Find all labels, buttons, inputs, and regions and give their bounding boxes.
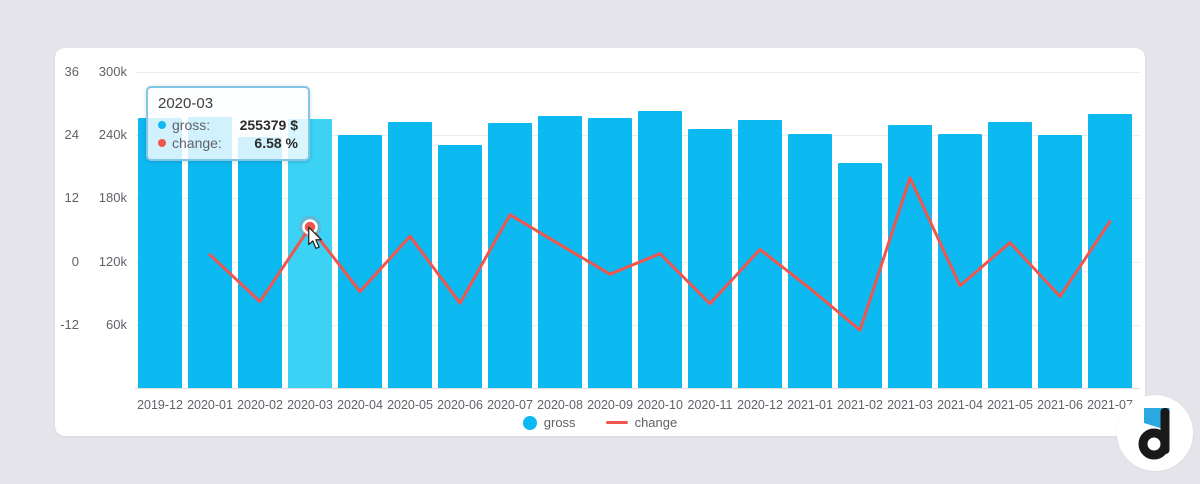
bar-2021-06[interactable] bbox=[1038, 134, 1082, 388]
x-tick-2021-05: 2021-05 bbox=[987, 398, 1033, 412]
tooltip-gross-label: gross: bbox=[172, 117, 211, 133]
bar-2020-12[interactable] bbox=[738, 119, 782, 388]
tooltip-row-gross: gross: 255379 $ bbox=[158, 117, 298, 133]
legend-item-change[interactable]: change bbox=[605, 415, 678, 430]
y-tick-change: 12 bbox=[64, 190, 79, 206]
tooltip-change-value: 6.58 % bbox=[254, 135, 298, 151]
bar-2020-03[interactable] bbox=[288, 119, 332, 388]
x-tick-2020-12: 2020-12 bbox=[737, 398, 783, 412]
chart-tooltip: 2020-03 gross: 255379 $ change: 6.58 % bbox=[146, 86, 310, 161]
x-tick-2021-03: 2021-03 bbox=[887, 398, 933, 412]
bar-2019-12[interactable] bbox=[138, 117, 182, 388]
bar-2020-11[interactable] bbox=[688, 128, 732, 388]
bar-2021-02[interactable] bbox=[838, 162, 882, 388]
x-tick-2020-02: 2020-02 bbox=[237, 398, 283, 412]
x-tick-2020-03: 2020-03 bbox=[287, 398, 333, 412]
gridline bbox=[135, 324, 1140, 326]
bar-2021-03[interactable] bbox=[888, 124, 932, 388]
x-tick-2021-07: 2021-07 bbox=[1087, 398, 1133, 412]
y-tick-gross: 120k bbox=[98, 253, 127, 269]
y-tick-gross: 300k bbox=[98, 64, 127, 79]
d-logo-icon bbox=[1138, 408, 1170, 460]
change-line-layer[interactable] bbox=[135, 72, 1140, 388]
gridline bbox=[135, 198, 1140, 200]
gridline bbox=[135, 135, 1140, 137]
x-axis-line bbox=[135, 388, 1140, 389]
bar-2020-01[interactable] bbox=[188, 116, 232, 388]
bar-2020-04[interactable] bbox=[338, 134, 382, 388]
chart-legend: gross change bbox=[55, 415, 1145, 430]
y-tick-change: 0 bbox=[71, 253, 79, 269]
bar-2020-10[interactable] bbox=[638, 110, 682, 388]
change-dot-icon bbox=[158, 139, 166, 147]
bar-2021-07[interactable] bbox=[1088, 113, 1132, 388]
change-line bbox=[208, 176, 1112, 332]
legend-label-gross: gross bbox=[543, 415, 576, 430]
x-tick-2020-05: 2020-05 bbox=[387, 398, 433, 412]
y-tick-gross: 60k bbox=[106, 316, 127, 332]
tooltip-change-label: change: bbox=[172, 135, 222, 151]
chart-card: 36 300k 24 240k 12 180k 0 120k -12 60k 2019-12 202… bbox=[55, 48, 1145, 436]
bar-2020-02[interactable] bbox=[238, 136, 282, 388]
tooltip-title: 2020-03 bbox=[158, 95, 214, 112]
x-tick-2020-08: 2020-08 bbox=[537, 398, 583, 412]
watermark-logo[interactable] bbox=[1117, 395, 1193, 471]
x-tick-2019-12: 2019-12 bbox=[137, 398, 183, 412]
x-tick-2021-02: 2021-02 bbox=[837, 398, 883, 412]
x-tick-2020-10: 2020-10 bbox=[637, 398, 683, 412]
bar-2021-04[interactable] bbox=[938, 133, 982, 388]
legend-item-gross[interactable]: gross bbox=[522, 415, 576, 430]
mouse-cursor-icon bbox=[308, 226, 322, 250]
bar-2020-06[interactable] bbox=[438, 144, 482, 388]
y-tick-gross: 240k bbox=[98, 127, 127, 143]
x-tick-2021-01: 2021-01 bbox=[787, 398, 833, 412]
x-tick-2020-09: 2020-09 bbox=[587, 398, 633, 412]
tooltip-row-change: change: 6.58 % bbox=[158, 135, 298, 151]
legend-label-change: change bbox=[634, 415, 678, 430]
plot-area bbox=[135, 72, 1140, 388]
y-tick-change: -12 bbox=[60, 316, 79, 332]
bar-2021-01[interactable] bbox=[788, 133, 832, 388]
x-tick-2020-01: 2020-01 bbox=[187, 398, 233, 412]
x-tick-2021-06: 2021-06 bbox=[1037, 398, 1083, 412]
change-legend-marker-icon bbox=[605, 421, 628, 424]
tooltip-gross-value: 255379 $ bbox=[239, 117, 298, 133]
bar-2020-07[interactable] bbox=[488, 122, 532, 388]
bar-2020-09[interactable] bbox=[588, 117, 632, 388]
x-tick-2020-07: 2020-07 bbox=[487, 398, 533, 412]
y-tick-change: 24 bbox=[64, 127, 79, 143]
x-tick-2020-06: 2020-06 bbox=[437, 398, 483, 412]
gross-legend-marker-icon bbox=[522, 415, 537, 430]
x-tick-2021-04: 2021-04 bbox=[937, 398, 983, 412]
x-tick-2020-04: 2020-04 bbox=[337, 398, 383, 412]
gridline bbox=[135, 72, 1140, 73]
y-tick-change: 36 bbox=[64, 64, 79, 79]
gross-dot-icon bbox=[158, 121, 166, 129]
y-tick-gross: 180k bbox=[98, 190, 127, 206]
x-tick-2020-11: 2020-11 bbox=[687, 398, 733, 412]
